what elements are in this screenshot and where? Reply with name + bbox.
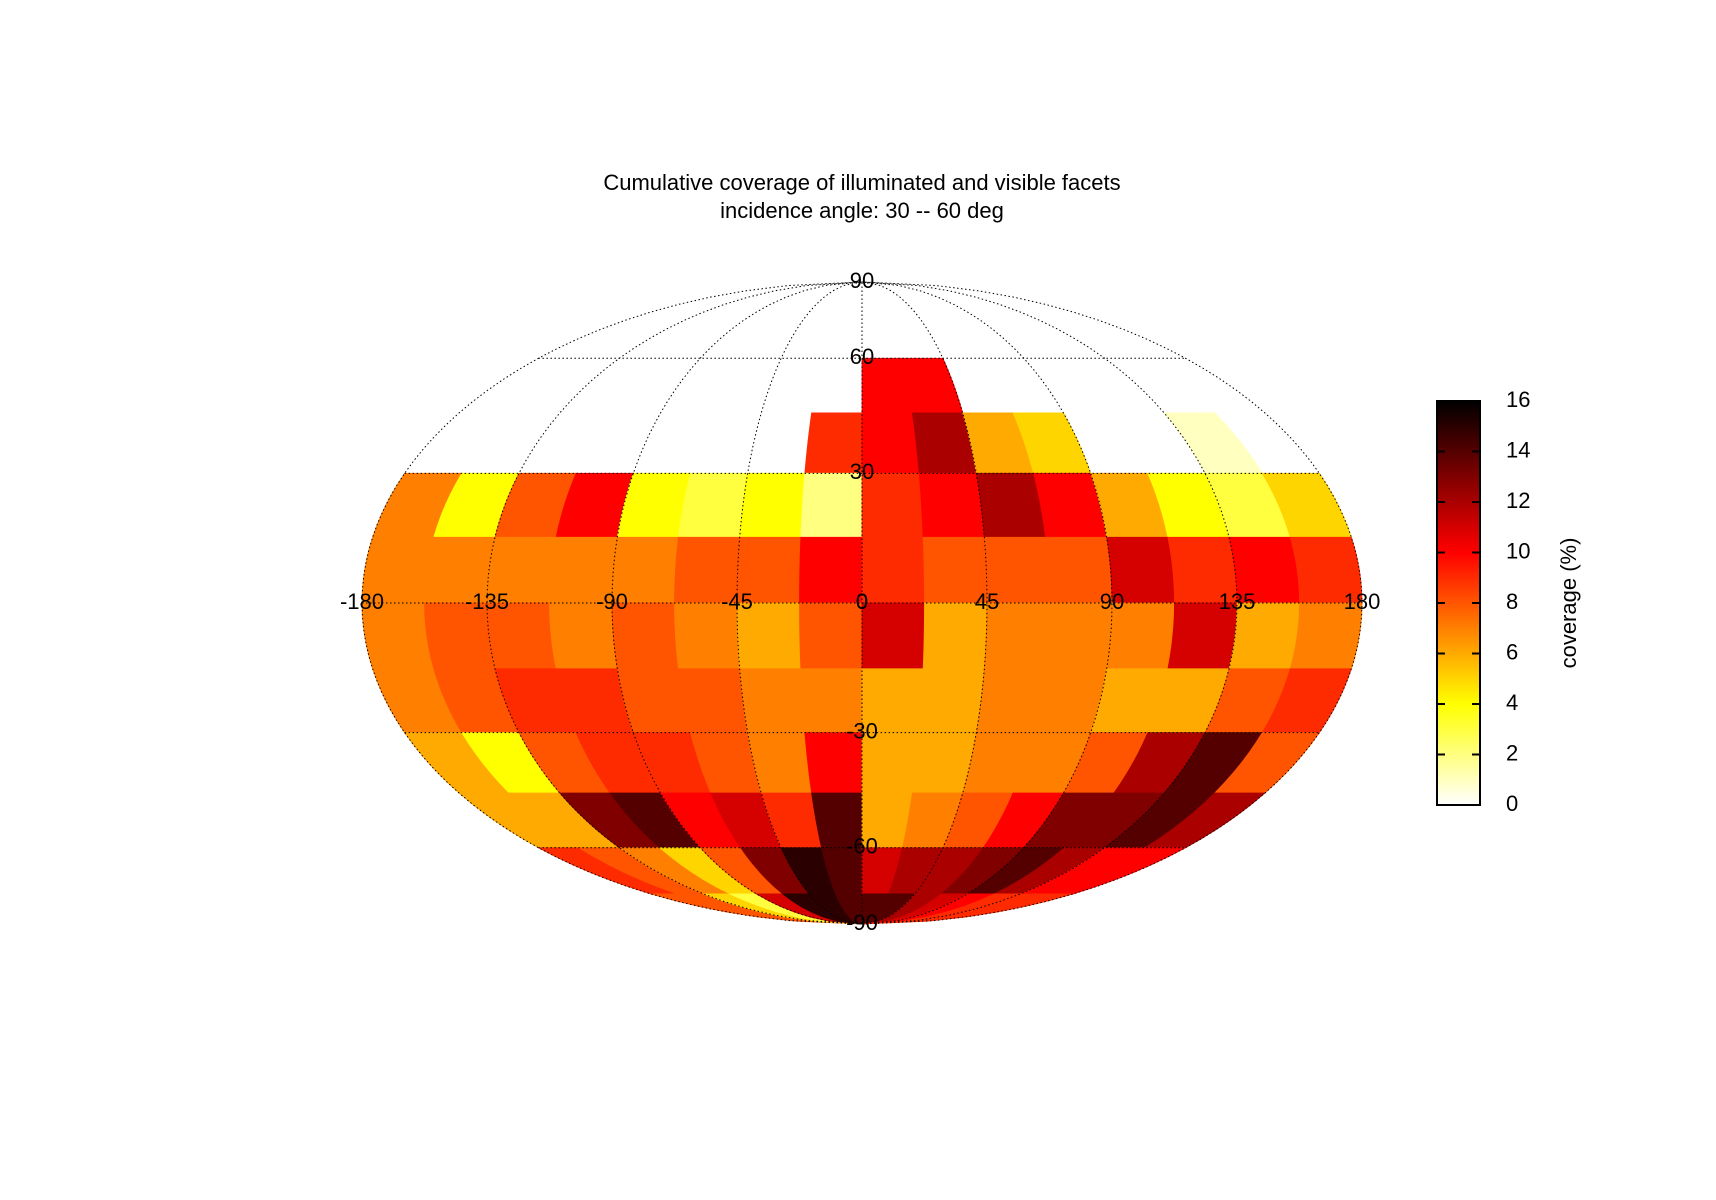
x-tick-label: -45	[721, 589, 753, 614]
cell	[678, 668, 749, 734]
meridian	[611, 281, 863, 925]
chart-title: Cumulative coverage of illuminated and v…	[603, 170, 1120, 195]
cell	[975, 472, 1046, 538]
colorbar-tick-label: 10	[1506, 538, 1530, 563]
cell	[799, 602, 863, 670]
cell	[861, 893, 1074, 925]
colorbar-tick-label: 0	[1506, 791, 1518, 816]
x-tick-label: 180	[1344, 589, 1381, 614]
x-tick-label: 135	[1219, 589, 1256, 614]
colorbar: 0 2 4 6 8 10 12 14 16 coverage (%)	[1436, 387, 1581, 816]
x-tick-label: 90	[1100, 589, 1124, 614]
colorbar-tick-label: 4	[1506, 690, 1518, 715]
cell	[918, 668, 985, 734]
meridian	[861, 281, 1238, 925]
colorbar-tick-label: 8	[1506, 589, 1518, 614]
x-tick-label: -180	[340, 589, 384, 614]
y-tick-label: 90	[850, 268, 874, 293]
map-cells	[361, 357, 1363, 925]
y-tick-label: -90	[846, 910, 878, 935]
cell	[975, 668, 1046, 734]
colorbar-tick-label: 14	[1506, 437, 1530, 462]
cell	[861, 602, 925, 670]
colorbar-tick-label: 12	[1506, 488, 1530, 513]
cell	[739, 472, 806, 538]
y-tick-label: 60	[850, 344, 874, 369]
cell	[678, 472, 749, 538]
meridian	[861, 281, 1363, 925]
cell	[739, 668, 806, 734]
x-tick-label: -135	[465, 589, 509, 614]
cell	[799, 536, 863, 604]
y-tick-label: -30	[846, 718, 878, 743]
y-tick-label: 0	[856, 589, 868, 614]
tick-labels: -180 -135 -90 -45 0 45 90 135 180-90-60-30030609…	[340, 268, 1380, 935]
colorbar-label: coverage (%)	[1556, 538, 1581, 669]
graticule	[361, 281, 1363, 925]
x-tick-label: 45	[975, 589, 999, 614]
y-tick-label: -60	[846, 834, 878, 859]
x-tick-label: 0	[856, 589, 868, 614]
chart-subtitle: incidence angle: 30 -- 60 deg	[720, 198, 1004, 223]
colorbar-tick-label: 2	[1506, 740, 1518, 765]
x-tick-label: -90	[596, 589, 628, 614]
cell	[861, 536, 925, 604]
y-tick-label: 30	[850, 459, 874, 484]
cell	[918, 472, 985, 538]
meridian	[736, 281, 863, 925]
colorbar-tick-label: 16	[1506, 387, 1530, 412]
colorbar-tick-label: 6	[1506, 639, 1518, 664]
